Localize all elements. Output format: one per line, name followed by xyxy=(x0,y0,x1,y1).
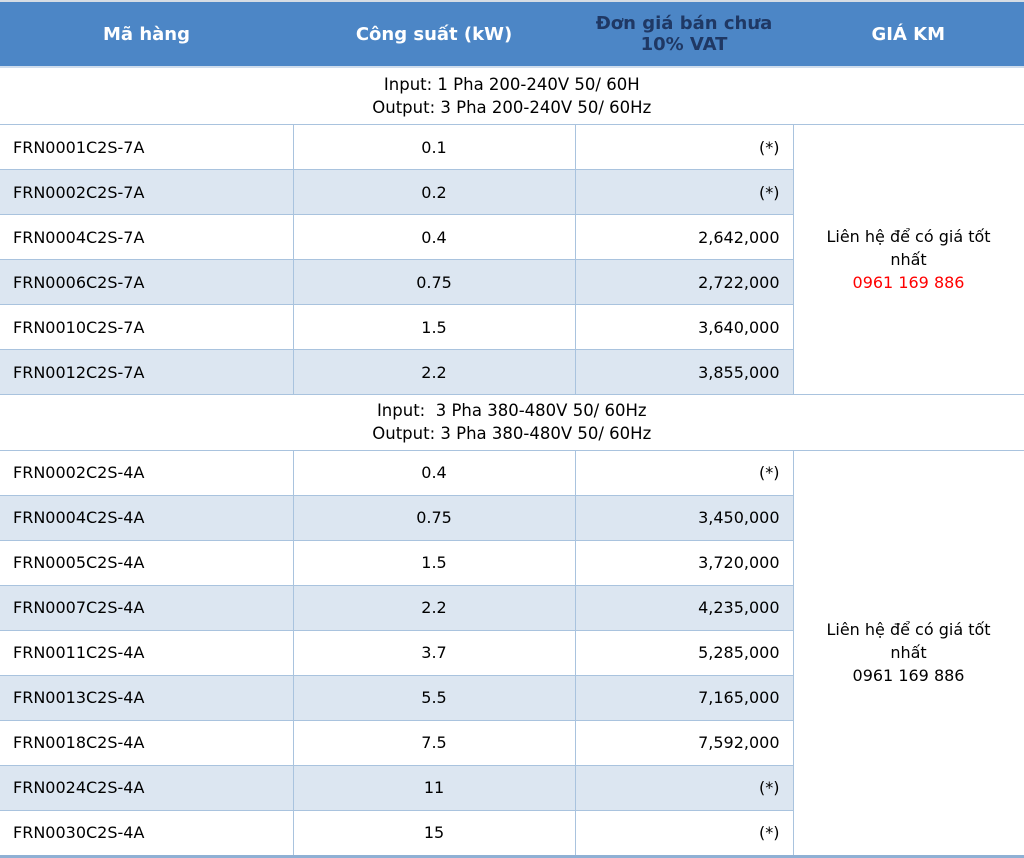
section-input-line: Input: 3 Pha 380-480V 50/ 60Hz xyxy=(376,401,647,420)
power-cell: 0.4 xyxy=(292,214,576,260)
price-cell: 2,722,000 xyxy=(574,259,794,305)
power-cell: 0.1 xyxy=(292,124,576,170)
product-code-cell: FRN0030C2S-4A xyxy=(0,809,294,857)
promo-cell-section-2: Liên hệ để có giá tốt nhất 0961 169 886 xyxy=(792,449,1024,857)
power-cell: 0.4 xyxy=(292,449,576,496)
table-row: FRN0024C2S-4A 11 (*) xyxy=(0,764,1024,811)
price-cell: 5,285,000 xyxy=(574,629,794,676)
phone-number: 0961 169 886 xyxy=(852,273,965,293)
section-output-line: Output: 3 Pha 200-240V 50/ 60Hz xyxy=(372,98,652,117)
power-cell: 3.7 xyxy=(292,629,576,676)
power-cell: 2.2 xyxy=(292,584,576,631)
price-cell: 7,165,000 xyxy=(574,674,794,721)
product-code-cell: FRN0004C2S-4A xyxy=(0,494,294,541)
power-cell: 5.5 xyxy=(292,674,576,721)
power-cell: 11 xyxy=(292,764,576,811)
table-row: FRN0005C2S-4A 1.5 3,720,000 xyxy=(0,539,1024,586)
price-cell: (*) xyxy=(574,764,794,811)
column-header-unit-price: Đơn giá bán chưa 10% VAT xyxy=(575,1,793,68)
table-row: FRN0002C2S-4A 0.4 (*) Liên hệ để có giá … xyxy=(0,449,1024,857)
table-row: FRN0011C2S-4A 3.7 5,285,000 xyxy=(0,629,1024,676)
table-row: FRN0010C2S-7A 1.5 3,640,000 xyxy=(0,304,1024,350)
power-cell: 0.75 xyxy=(292,259,576,305)
product-code-cell: FRN0011C2S-4A xyxy=(0,629,294,676)
table-row: FRN0006C2S-7A 0.75 2,722,000 xyxy=(0,259,1024,305)
product-code-cell: FRN0001C2S-7A xyxy=(0,124,294,170)
product-code-cell: FRN0006C2S-7A xyxy=(0,259,294,305)
power-cell: 2.2 xyxy=(292,349,576,395)
product-code-cell: FRN0002C2S-4A xyxy=(0,449,294,496)
table-row: FRN0013C2S-4A 5.5 7,165,000 xyxy=(0,674,1024,721)
power-cell: 0.75 xyxy=(292,494,576,541)
price-cell: 3,640,000 xyxy=(574,304,794,350)
section-header-text: Input: 1 Pha 200-240V 50/ 60H Output: 3 P… xyxy=(0,66,1024,125)
price-cell: 7,592,000 xyxy=(574,719,794,766)
product-code-cell: FRN0010C2S-7A xyxy=(0,304,294,350)
table-row: FRN0007C2S-4A 2.2 4,235,000 xyxy=(0,584,1024,631)
promo-cell-section-1: Liên hệ để có giá tốt nhất 0961 169 886 xyxy=(792,124,1024,395)
section-input-line: Input: 1 Pha 200-240V 50/ 60H xyxy=(383,74,640,94)
product-code-cell: FRN0007C2S-4A xyxy=(0,584,294,631)
phone-number: 0961 169 886 xyxy=(852,666,965,686)
product-code-cell: FRN0024C2S-4A xyxy=(0,764,294,811)
price-cell: 3,450,000 xyxy=(574,494,794,541)
product-code-cell: FRN0013C2S-4A xyxy=(0,674,294,721)
section-header-row-1: Input: 1 Pha 200-240V 50/ 60H Output: 3 P… xyxy=(0,66,1024,125)
price-cell: 3,720,000 xyxy=(574,539,794,586)
price-cell: (*) xyxy=(574,809,794,857)
contact-text: Liên hệ để có giá tốt nhất xyxy=(826,226,991,269)
section-output-line: Output: 3 Pha 380-480V 50/ 60Hz xyxy=(372,424,652,444)
power-cell: 15 xyxy=(292,809,576,857)
power-cell: 0.2 xyxy=(292,169,576,215)
product-code-cell: FRN0004C2S-7A xyxy=(0,214,294,260)
power-cell: 7.5 xyxy=(292,719,576,766)
power-cell: 1.5 xyxy=(292,539,576,586)
price-cell: 3,855,000 xyxy=(574,349,794,395)
price-cell: 4,235,000 xyxy=(574,584,794,631)
product-code-cell: FRN0018C2S-4A xyxy=(0,719,294,766)
table-row: FRN0004C2S-4A 0.75 3,450,000 xyxy=(0,494,1024,541)
section-header-text: Input: 3 Pha 380-480V 50/ 60Hz Output: 3 … xyxy=(0,394,1024,451)
contact-text: Liên hệ để có giá tốt nhất xyxy=(826,620,991,663)
table-row: FRN0012C2S-7A 2.2 3,855,000 xyxy=(0,349,1024,395)
product-code-cell: FRN0002C2S-7A xyxy=(0,169,294,215)
power-cell: 1.5 xyxy=(292,304,576,350)
section-header-row-2: Input: 3 Pha 380-480V 50/ 60Hz Output: 3 … xyxy=(0,394,1024,451)
price-cell: (*) xyxy=(574,449,794,496)
column-header-promo-price: GIÁ KM xyxy=(793,1,1024,68)
column-header-product-code: Mã hàng xyxy=(0,1,293,68)
column-header-power: Công suất (kW) xyxy=(293,1,575,68)
price-cell: (*) xyxy=(574,169,794,215)
price-cell: 2,642,000 xyxy=(574,214,794,260)
table-row: FRN0018C2S-4A 7.5 7,592,000 xyxy=(0,719,1024,766)
table-row: FRN0001C2S-7A 0.1 (*) Liên hệ để có giá … xyxy=(0,124,1024,395)
table-row: FRN0004C2S-7A 0.4 2,642,000 xyxy=(0,214,1024,260)
product-code-cell: FRN0005C2S-4A xyxy=(0,539,294,586)
product-code-cell: FRN0012C2S-7A xyxy=(0,349,294,395)
price-cell: (*) xyxy=(574,124,794,170)
table-header-row: Mã hàng Công suất (kW) Đơn giá bán chưa … xyxy=(0,1,1024,68)
